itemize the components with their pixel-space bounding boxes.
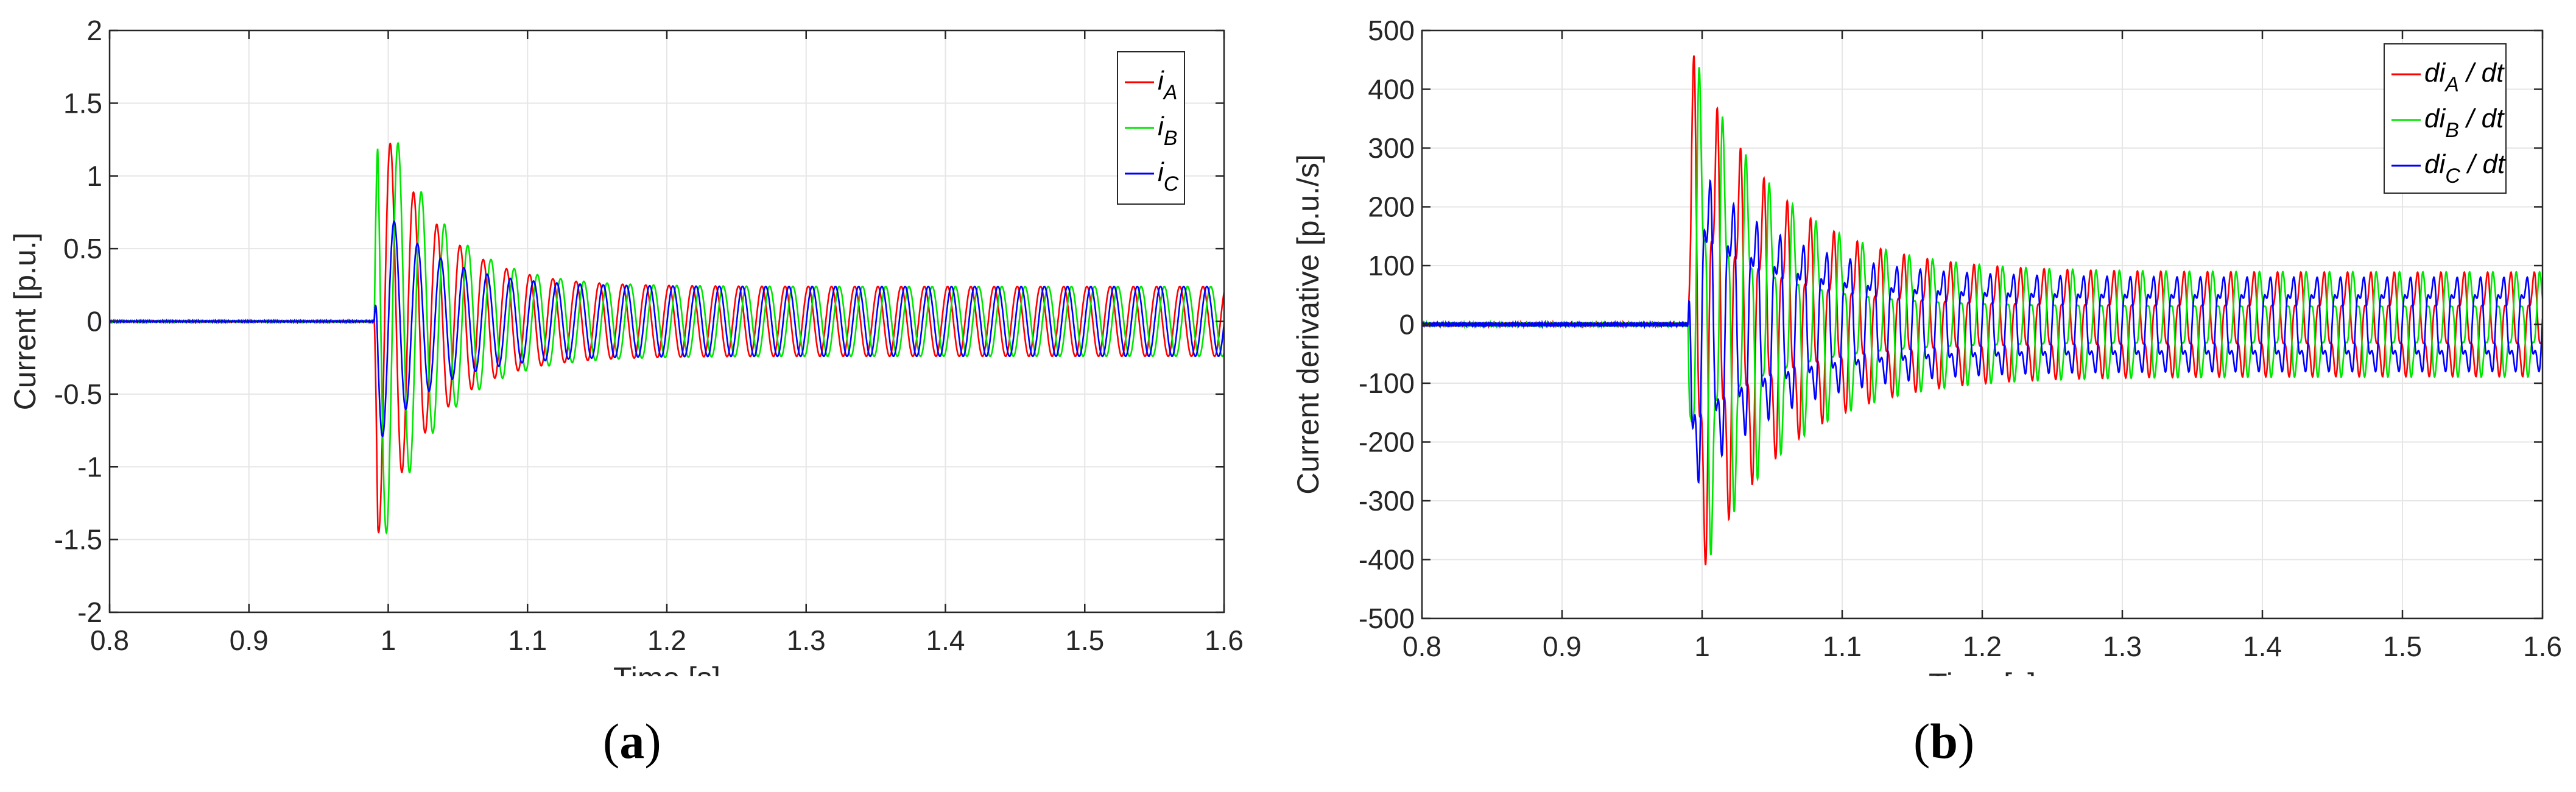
y-tick-label: 0.5 <box>63 233 102 264</box>
x-tick-label: 1.3 <box>2103 631 2142 662</box>
y-tick-label: 1 <box>86 160 102 192</box>
x-tick-label: 1.1 <box>1823 631 1862 662</box>
legend-entry: iB <box>1158 111 1177 150</box>
y-tick-label: -200 <box>1359 426 1415 458</box>
x-axis-label: Time [s] <box>613 661 720 676</box>
chart-current: 0.8 0.9 1 1.1 1.2 1.3 1.4 1.5 1.6 -2 -1.5 -1 -0.5 0 0.… <box>8 15 1244 676</box>
legend-entry: diA / dt <box>2424 58 2505 96</box>
y-tick-label: 2 <box>86 15 102 46</box>
caption-a-letter: a <box>619 713 645 769</box>
tick-labels: 0.8 0.9 1 1.1 1.2 1.3 1.4 1.5 1.6 -2 -1.5 -1 -0.5 0 0.… <box>54 15 1244 656</box>
y-tick-label: 100 <box>1368 250 1415 281</box>
y-tick-label: -400 <box>1359 544 1415 576</box>
y-tick-label: 200 <box>1368 191 1415 223</box>
y-tick-label: -2 <box>77 596 102 628</box>
y-tick-label: -100 <box>1359 367 1415 399</box>
y-tick-label: 1.5 <box>63 87 102 119</box>
y-tick-label: 300 <box>1368 132 1415 164</box>
x-tick-label: 1.2 <box>1963 631 2002 662</box>
x-tick-label: 1.2 <box>647 624 686 656</box>
x-tick-label: 0.8 <box>90 624 129 656</box>
x-axis-label: Time [s] <box>1929 667 2036 676</box>
y-tick-label: -300 <box>1359 485 1415 517</box>
legend: iA iB iC <box>1117 51 1185 205</box>
chart-current-derivative: 0.8 0.9 1 1.1 1.2 1.3 1.4 1.5 1.6 -500 -400 -300 -20… <box>1291 15 2562 676</box>
series-line-c <box>1422 179 2543 484</box>
legend-entry: iC <box>1158 157 1179 196</box>
caption-a: (a) <box>603 713 661 769</box>
x-tick-label: 1.3 <box>787 624 826 656</box>
y-axis-label: Current [p.u.] <box>8 233 42 411</box>
x-tick-label: 1.6 <box>1205 624 1244 656</box>
x-tick-label: 1.4 <box>2243 631 2282 662</box>
series-line-b <box>1422 67 2543 556</box>
x-tick-label: 1.1 <box>508 624 547 656</box>
y-tick-label: 0 <box>86 306 102 338</box>
series-line-c <box>110 220 1224 437</box>
x-tick-label: 0.9 <box>1543 631 1582 662</box>
x-tick-label: 1.5 <box>1065 624 1104 656</box>
legend: diA / dt diB / dt diC / dt <box>2384 43 2507 194</box>
tick-labels: 0.8 0.9 1 1.1 1.2 1.3 1.4 1.5 1.6 -500 -400 -300 -20… <box>1359 15 2562 662</box>
legend-entry: diC / dt <box>2424 149 2506 188</box>
x-tick-label: 1.6 <box>2523 631 2562 662</box>
series-group <box>1422 55 2543 565</box>
x-tick-label: 1 <box>1694 631 1710 662</box>
y-tick-label: 500 <box>1368 15 1415 46</box>
x-tick-label: 1 <box>381 624 396 656</box>
y-tick-label: 400 <box>1368 74 1415 105</box>
caption-b: (b) <box>1913 713 1975 769</box>
series-group <box>110 141 1224 535</box>
x-tick-label: 0.8 <box>1402 631 1441 662</box>
y-tick-label: -0.5 <box>54 378 102 410</box>
x-tick-label: 1.4 <box>926 624 965 656</box>
x-tick-label: 1.5 <box>2383 631 2422 662</box>
legend-box <box>2384 43 2507 194</box>
caption-b-letter: b <box>1930 713 1958 769</box>
y-tick-label: -1.5 <box>54 524 102 556</box>
y-tick-label: -500 <box>1359 603 1415 634</box>
legend-entry: diB / dt <box>2424 104 2505 142</box>
y-axis-label: Current derivative [p.u./s] <box>1291 154 1325 495</box>
y-tick-label: -1 <box>77 451 102 483</box>
y-tick-label: 0 <box>1399 309 1415 341</box>
legend-entry: iA <box>1158 66 1177 104</box>
x-tick-label: 0.9 <box>230 624 269 656</box>
